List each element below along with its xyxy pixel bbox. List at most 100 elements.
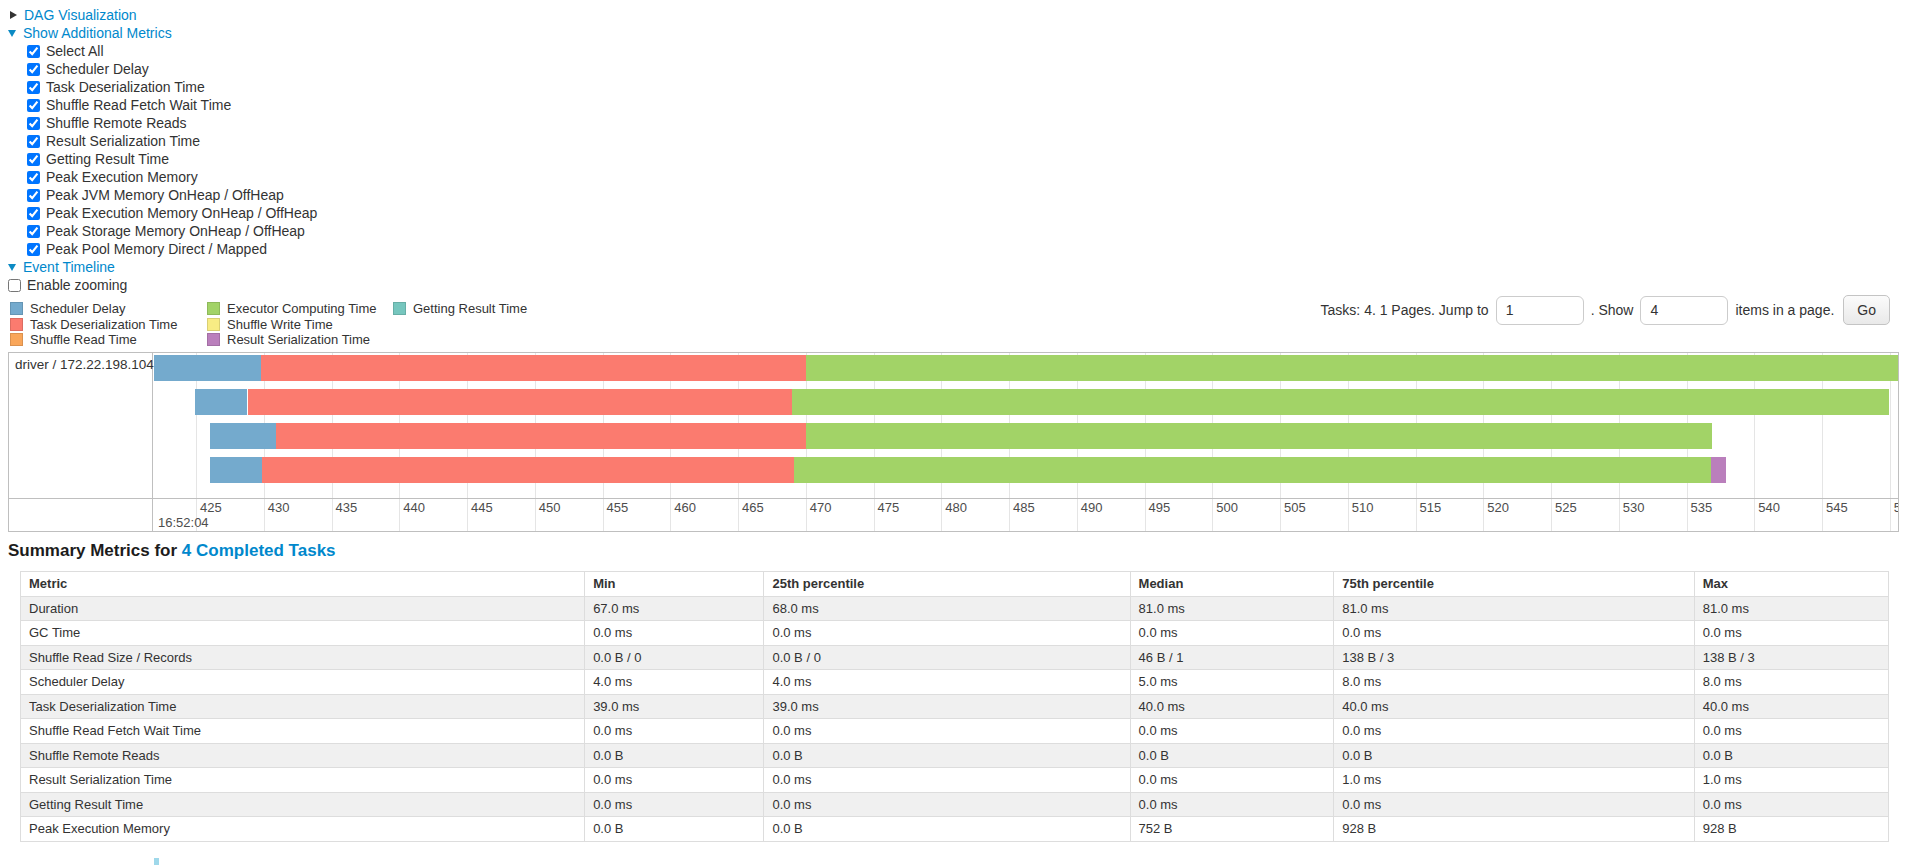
metric-value-cell: 0.0 ms xyxy=(764,719,1130,744)
metric-checkbox[interactable] xyxy=(27,45,40,58)
summary-metrics-table: MetricMin25th percentileMedian75th perce… xyxy=(20,571,1889,842)
metric-value-cell: 68.0 ms xyxy=(764,596,1130,621)
metric-value-cell: 0.0 ms xyxy=(585,792,764,817)
timeline-bar-segment-scheduler-delay[interactable] xyxy=(210,423,276,449)
timeline-bar-segment-executor-computing[interactable] xyxy=(806,355,1898,381)
arrow-right-icon xyxy=(10,11,17,19)
metric-checkbox[interactable] xyxy=(27,171,40,184)
legend-column: Scheduler DelayTask Deserialization Time… xyxy=(10,301,207,348)
table-row: Scheduler Delay4.0 ms4.0 ms5.0 ms8.0 ms8… xyxy=(21,670,1889,695)
metric-checkbox[interactable] xyxy=(27,81,40,94)
table-header-row: MetricMin25th percentileMedian75th perce… xyxy=(21,572,1889,597)
metric-value-cell: 0.0 B / 0 xyxy=(764,645,1130,670)
table-header-cell: Metric xyxy=(21,572,585,597)
metric-checkbox-label: Select All xyxy=(46,42,104,60)
metric-checkbox[interactable] xyxy=(27,225,40,238)
axis-tick-label: 520 xyxy=(1487,500,1509,515)
show-additional-metrics-toggle[interactable]: Show Additional Metrics xyxy=(8,24,317,42)
metric-value-cell: 4.0 ms xyxy=(764,670,1130,695)
timeline-bar-segment-task-deserialization[interactable] xyxy=(261,355,806,381)
timeline-bar-segment-executor-computing[interactable] xyxy=(792,389,1888,415)
spark-stage-page: DAG Visualization Show Additional Metric… xyxy=(0,0,1907,865)
axis-tick-label: 470 xyxy=(810,500,832,515)
axis-tick-label: 490 xyxy=(1081,500,1103,515)
legend-item: Task Deserialization Time xyxy=(10,317,207,333)
metric-name-cell: GC Time xyxy=(21,621,585,646)
metric-option-row: Peak Pool Memory Direct / Mapped xyxy=(27,240,317,258)
metric-name-cell: Duration xyxy=(21,596,585,621)
timeline-bar-segment-task-deserialization[interactable] xyxy=(248,389,793,415)
metric-checkbox[interactable] xyxy=(27,117,40,130)
timeline-bar-segment-task-deserialization[interactable] xyxy=(276,423,806,449)
stage-controls: DAG Visualization Show Additional Metric… xyxy=(8,6,317,294)
timeline-bar-segment-scheduler-delay[interactable] xyxy=(210,457,263,483)
timeline-bar-segment-scheduler-delay[interactable] xyxy=(154,355,261,381)
metric-checkbox-label: Getting Result Time xyxy=(46,150,169,168)
axis-tick-label: 495 xyxy=(1149,500,1171,515)
legend-swatch-icon xyxy=(10,333,23,346)
metric-value-cell: 67.0 ms xyxy=(585,596,764,621)
metric-value-cell: 4.0 ms xyxy=(585,670,764,695)
metric-value-cell: 0.0 ms xyxy=(764,792,1130,817)
go-button[interactable]: Go xyxy=(1843,295,1890,325)
metric-value-cell: 0.0 B xyxy=(764,743,1130,768)
metric-option-row: Peak Execution Memory OnHeap / OffHeap xyxy=(27,204,317,222)
items-per-page-input[interactable] xyxy=(1640,296,1728,325)
pagination-suffix-text: items in a page. xyxy=(1735,302,1834,318)
metric-checkbox[interactable] xyxy=(27,243,40,256)
metric-value-cell: 0.0 ms xyxy=(1130,792,1334,817)
dag-visualization-link[interactable]: DAG Visualization xyxy=(24,6,137,24)
axis-tick-label: 445 xyxy=(471,500,493,515)
dag-visualization-toggle[interactable]: DAG Visualization xyxy=(8,6,317,24)
task-pagination: Tasks: 4. 1 Pages. Jump to . Show items … xyxy=(1318,294,1890,326)
timeline-bar-segment-result-serialization[interactable] xyxy=(1711,457,1726,483)
axis-tick-label: 465 xyxy=(742,500,764,515)
metric-checkbox-label: Peak Execution Memory xyxy=(46,168,198,186)
legend-swatch-icon xyxy=(10,302,23,315)
metric-checkbox[interactable] xyxy=(27,99,40,112)
metric-value-cell: 0.0 ms xyxy=(1694,621,1888,646)
metric-value-cell: 8.0 ms xyxy=(1694,670,1888,695)
metric-checkbox[interactable] xyxy=(27,153,40,166)
metric-value-cell: 81.0 ms xyxy=(1334,596,1695,621)
metric-value-cell: 0.0 ms xyxy=(1130,719,1334,744)
completed-tasks-link[interactable]: 4 Completed Tasks xyxy=(182,541,336,560)
metric-value-cell: 1.0 ms xyxy=(1334,768,1695,793)
event-timeline-toggle[interactable]: Event Timeline xyxy=(8,258,317,276)
metric-option-row: Getting Result Time xyxy=(27,150,317,168)
jump-to-page-input[interactable] xyxy=(1496,296,1584,325)
metric-value-cell: 0.0 ms xyxy=(1694,719,1888,744)
axis-tick-label: 455 xyxy=(607,500,629,515)
legend-label: Result Serialization Time xyxy=(227,332,370,347)
metric-value-cell: 0.0 B xyxy=(585,743,764,768)
metric-checkbox[interactable] xyxy=(27,135,40,148)
enable-zooming-checkbox[interactable] xyxy=(8,279,21,292)
metric-checkbox[interactable] xyxy=(27,207,40,220)
metric-checkbox[interactable] xyxy=(27,63,40,76)
show-additional-metrics-link[interactable]: Show Additional Metrics xyxy=(23,24,172,42)
pagination-middle-text: . Show xyxy=(1591,302,1634,318)
axis-tick-label: 500 xyxy=(1216,500,1238,515)
metric-value-cell: 0.0 B xyxy=(1694,743,1888,768)
axis-tick-label: 430 xyxy=(268,500,290,515)
clipped-next-section-fragment xyxy=(154,858,159,865)
axis-tick-label: 530 xyxy=(1623,500,1645,515)
metric-value-cell: 1.0 ms xyxy=(1694,768,1888,793)
metric-option-row: Shuffle Remote Reads xyxy=(27,114,317,132)
legend-item: Executor Computing Time xyxy=(207,301,393,317)
timeline-bar-segment-task-deserialization[interactable] xyxy=(262,457,793,483)
metric-name-cell: Shuffle Read Size / Records xyxy=(21,645,585,670)
event-timeline-chart: driver / 172.22.198.104 4254304354404454… xyxy=(8,352,1899,532)
metric-checkbox[interactable] xyxy=(27,189,40,202)
metric-value-cell: 0.0 B xyxy=(585,817,764,842)
timeline-bar-segment-scheduler-delay[interactable] xyxy=(195,389,248,415)
timeline-bar-segment-executor-computing[interactable] xyxy=(806,423,1713,449)
metric-name-cell: Result Serialization Time xyxy=(21,768,585,793)
timeline-legend: Scheduler DelayTask Deserialization Time… xyxy=(10,301,527,348)
event-timeline-link[interactable]: Event Timeline xyxy=(23,258,115,276)
metric-value-cell: 40.0 ms xyxy=(1694,694,1888,719)
timeline-bar-segment-executor-computing[interactable] xyxy=(794,457,1711,483)
metric-option-row: Task Deserialization Time xyxy=(27,78,317,96)
table-header-cell: Max xyxy=(1694,572,1888,597)
metric-option-row: Select All xyxy=(27,42,317,60)
